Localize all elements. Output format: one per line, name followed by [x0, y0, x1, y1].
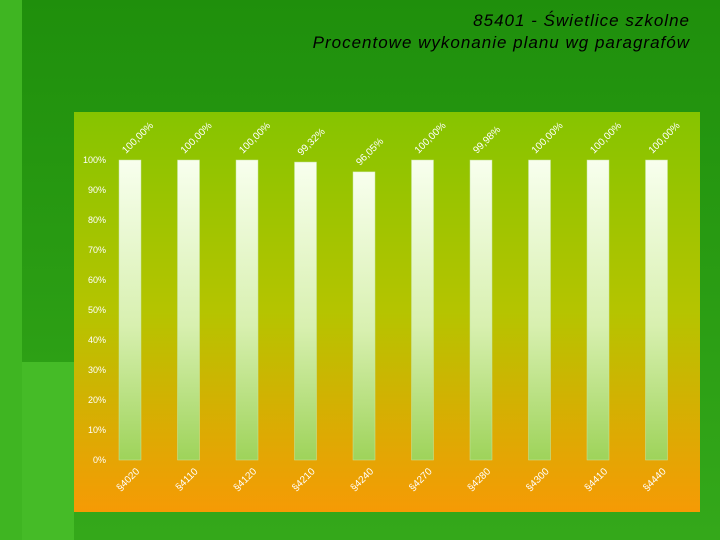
y-tick-label: 60%: [88, 275, 106, 285]
slide-title: 85401 - Świetlice szkolne Procentowe wyk…: [313, 10, 690, 54]
title-line-2: Procentowe wykonanie planu wg paragrafów: [312, 33, 690, 52]
bar: [528, 159, 551, 461]
y-tick-label: 30%: [88, 365, 106, 375]
bar: [469, 159, 493, 461]
y-tick-label: 100%: [83, 155, 106, 165]
bar: [411, 159, 434, 461]
y-tick-label: 10%: [88, 425, 106, 435]
bar-chart: 0%10%20%30%40%50%60%70%80%90%100% 100,00…: [74, 112, 700, 512]
bar: [177, 159, 200, 461]
bar: [118, 159, 142, 461]
decorative-side-bar: [0, 0, 22, 540]
bar: [352, 171, 376, 461]
bar: [235, 159, 259, 461]
bar: [294, 161, 317, 461]
y-tick-label: 70%: [88, 245, 106, 255]
y-tick-label: 40%: [88, 335, 106, 345]
y-tick-label: 90%: [88, 185, 106, 195]
y-tick-label: 80%: [88, 215, 106, 225]
bar: [586, 159, 610, 461]
y-tick-label: 50%: [88, 305, 106, 315]
decorative-corner-block: [22, 362, 74, 540]
title-line-1: 85401 - Świetlice szkolne: [473, 11, 690, 30]
y-tick-label: 20%: [88, 395, 106, 405]
bar: [645, 159, 668, 461]
y-tick-label: 0%: [93, 455, 106, 465]
